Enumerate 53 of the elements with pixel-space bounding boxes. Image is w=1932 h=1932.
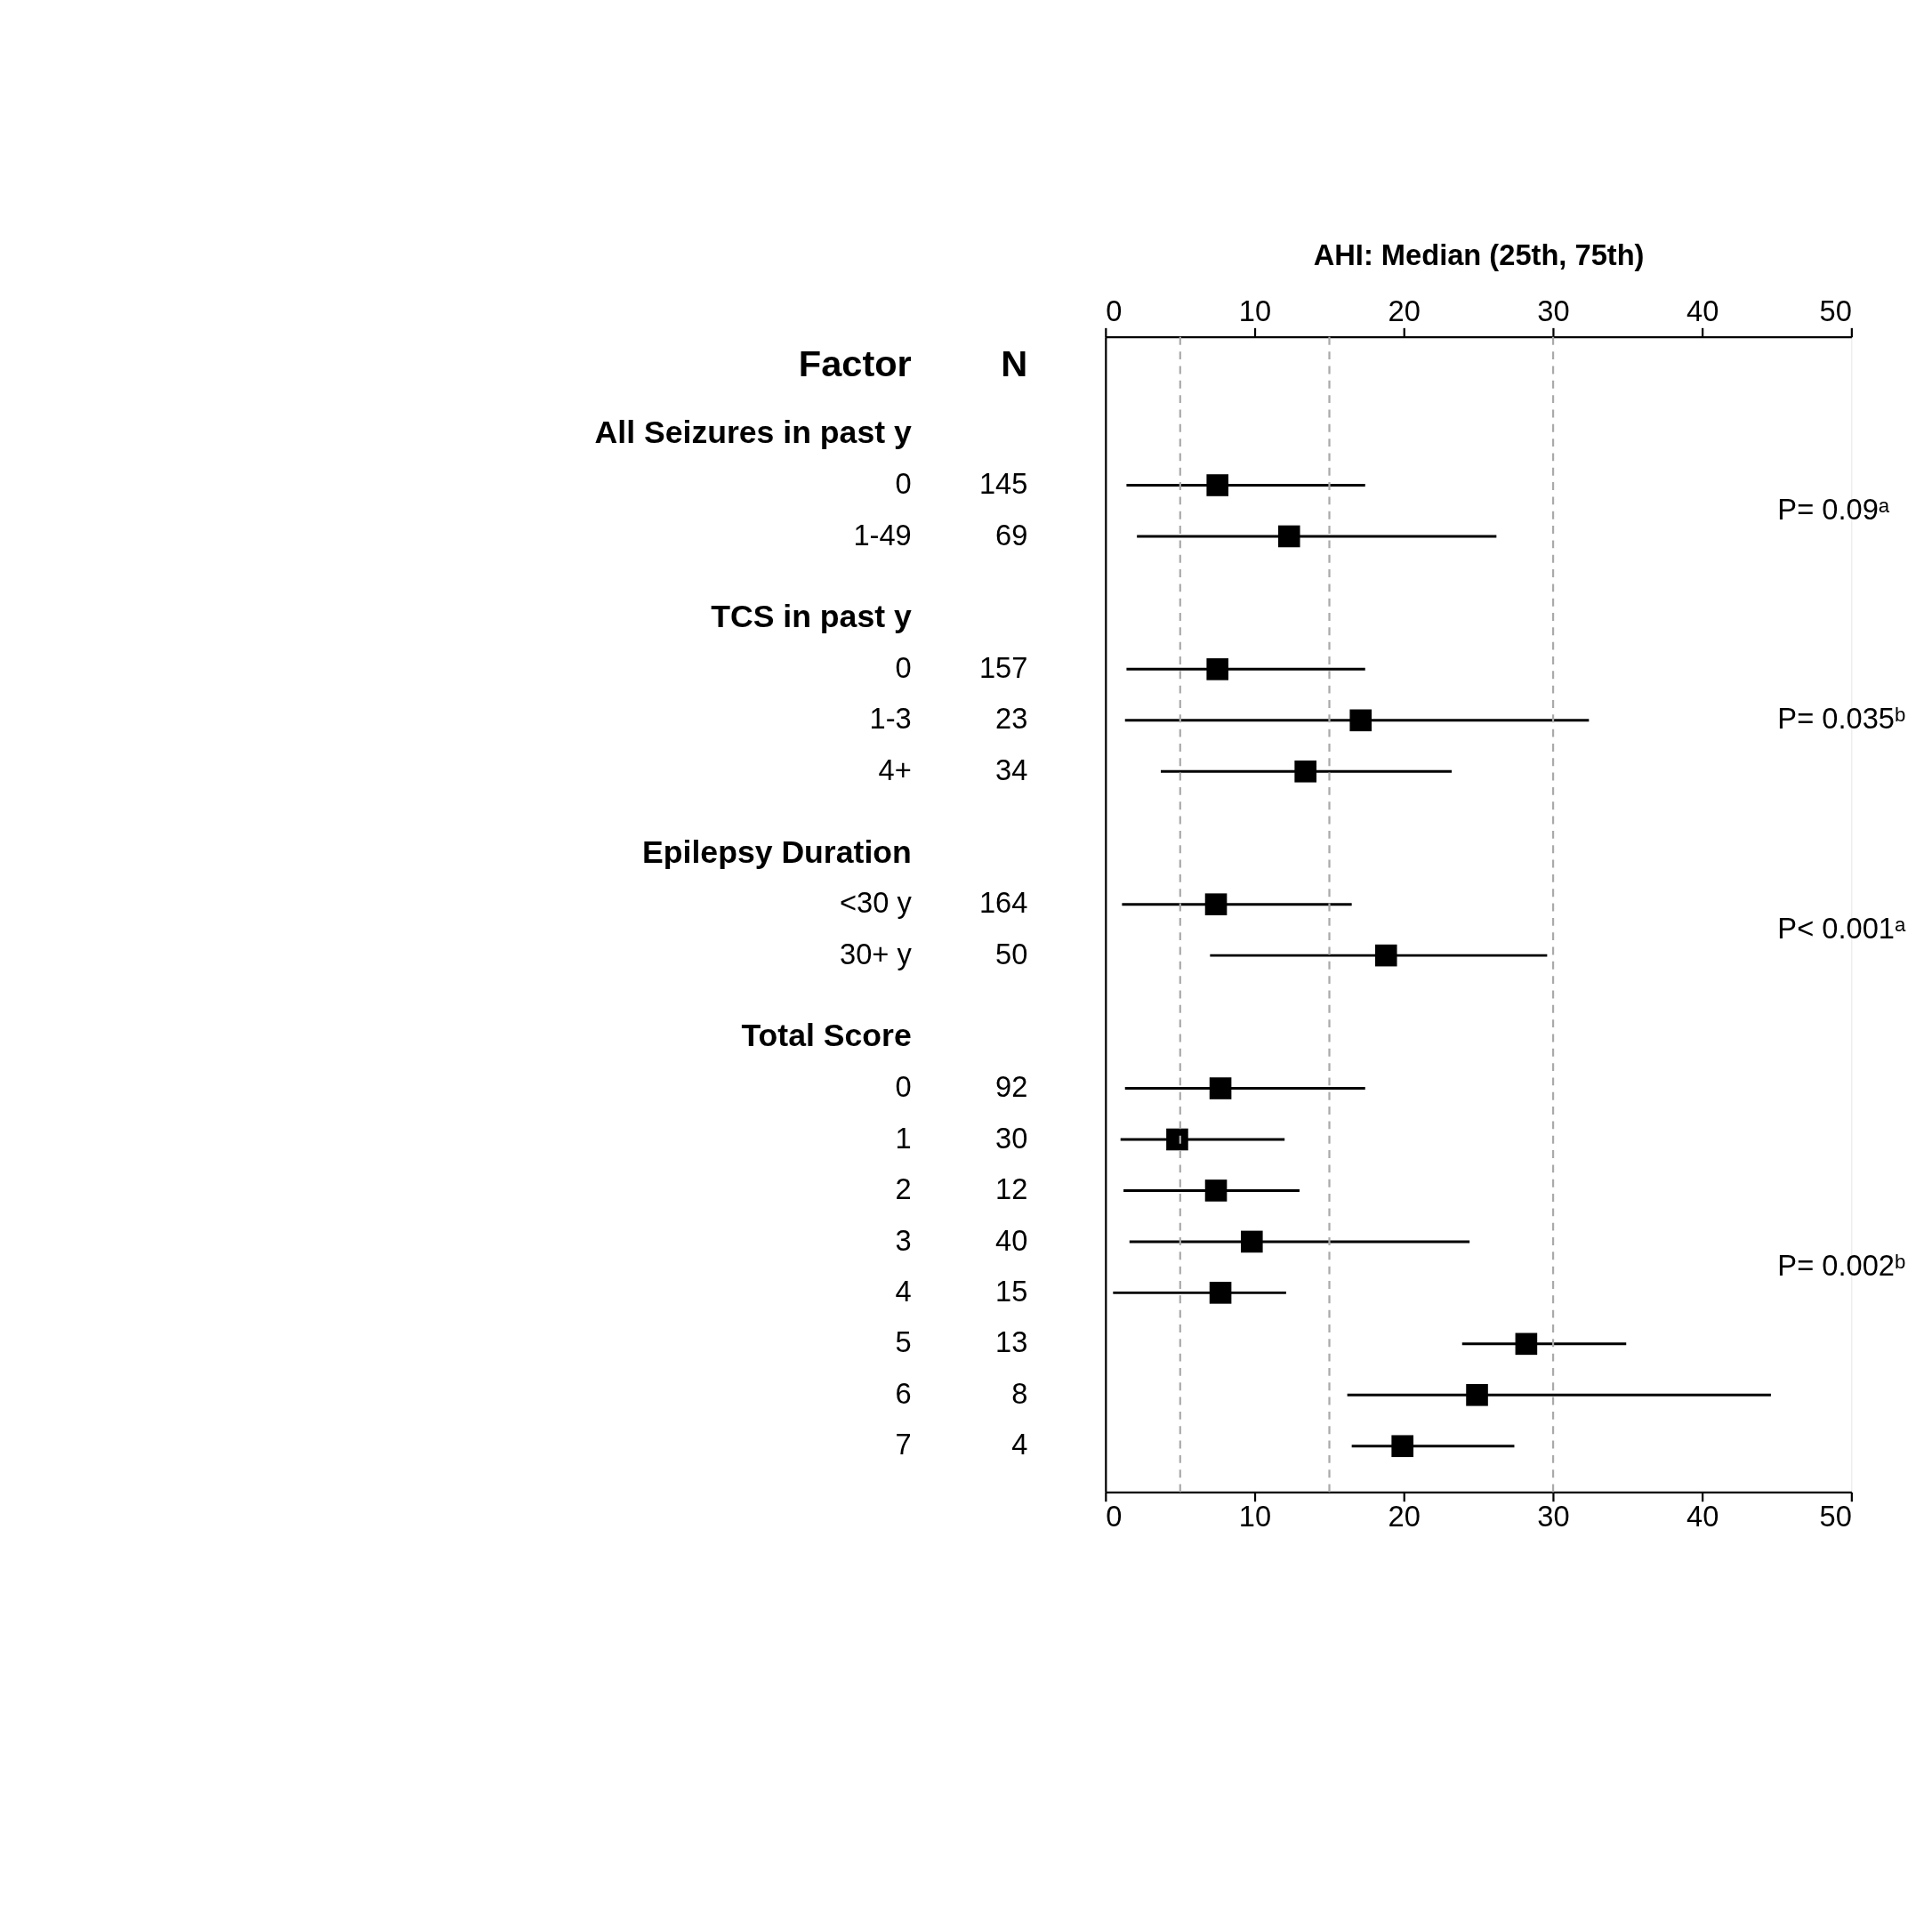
y-tick-label: 0 <box>895 1070 912 1104</box>
x2-axis-title: AHI: Median (25th, 75th) <box>1313 238 1645 272</box>
y-tick-label: 4 <box>895 1275 912 1308</box>
y-tick-label: 1 <box>895 1121 912 1155</box>
x-tick-label: 30 <box>1537 1499 1570 1533</box>
y-tick-label: 5 <box>895 1325 912 1359</box>
text: 12 <box>995 1172 1028 1206</box>
text: 15 <box>995 1275 1028 1308</box>
text: 145 <box>978 467 1028 501</box>
y-tick-label: 3 <box>895 1223 912 1257</box>
y-tick-label: <30 y <box>840 886 913 920</box>
y-tick-label: 0 <box>895 651 912 684</box>
x-tick-label: 20 <box>1388 1499 1421 1533</box>
x2-tick-label: 40 <box>1686 294 1719 327</box>
y-tick-label: 30+ y <box>840 937 913 970</box>
text: 40 <box>995 1223 1028 1257</box>
text: N <box>1001 342 1028 385</box>
y-tick-label: 2 <box>895 1172 912 1206</box>
text: 157 <box>978 651 1028 684</box>
y-tick-label: 7 <box>895 1428 912 1461</box>
x-tick-label: 0 <box>1106 1499 1123 1533</box>
text: 34 <box>995 753 1028 786</box>
y-tick-label: Total Score <box>741 1018 912 1054</box>
y-tick-label: All Seizures in past y <box>594 415 912 451</box>
text: Factor <box>798 342 912 385</box>
y-tick-label: Epilepsy Duration <box>642 833 912 870</box>
text: 30 <box>995 1121 1028 1155</box>
text: 4 <box>1011 1428 1028 1461</box>
y-tick-label: 4+ <box>878 753 912 786</box>
annotation: P= 0.002ᵇ <box>1777 1249 1906 1283</box>
x2-tick-label: 10 <box>1238 294 1272 327</box>
text: 164 <box>978 886 1028 920</box>
x-tick-label: 10 <box>1238 1499 1272 1533</box>
x2-tick-label: 50 <box>1819 294 1852 327</box>
x-tick-label: 50 <box>1819 1499 1852 1533</box>
text: 50 <box>995 937 1028 970</box>
x2-tick-label: 20 <box>1388 294 1421 327</box>
x-tick-label: 40 <box>1686 1499 1719 1533</box>
annotation: P= 0.035ᵇ <box>1777 702 1906 736</box>
text: 13 <box>995 1325 1028 1359</box>
y-tick-label: 1-49 <box>853 518 912 551</box>
y-tick-label: 0 <box>895 467 912 501</box>
annotation: P= 0.09ᵃ <box>1777 492 1890 526</box>
text: 69 <box>995 518 1028 551</box>
y-tick-label: 6 <box>895 1376 912 1410</box>
y-tick-label: 1-3 <box>869 702 912 736</box>
text: 92 <box>995 1070 1028 1104</box>
text: 8 <box>1011 1376 1028 1410</box>
x2-tick-label: 30 <box>1537 294 1570 327</box>
text: 23 <box>995 702 1028 736</box>
y-tick-label: TCS in past y <box>711 599 912 635</box>
annotation: P< 0.001ᵃ <box>1777 912 1906 946</box>
x2-tick-label: 0 <box>1106 294 1123 327</box>
